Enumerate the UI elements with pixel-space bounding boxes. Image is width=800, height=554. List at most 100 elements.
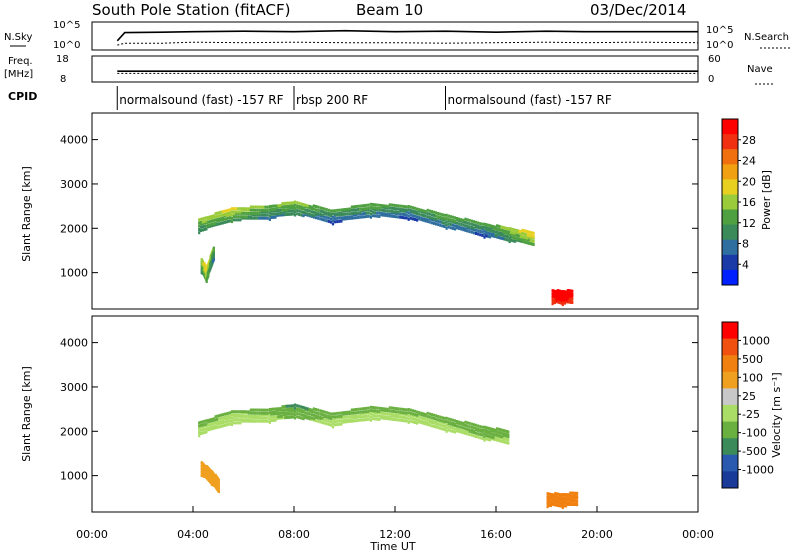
scatter-cell-0-514 — [395, 204, 398, 208]
scatter-cell-0-819 — [510, 227, 513, 231]
scatter-cell-0-632 — [445, 220, 448, 224]
scatter-cell-0-747 — [490, 229, 493, 233]
scatter-cell-1-989 — [576, 491, 579, 495]
scatter-cell-0-566 — [418, 216, 421, 219]
scatter-cell-0-2 — [198, 224, 201, 228]
scatter-cell-1-499 — [388, 406, 391, 410]
scatter-cell-0-694 — [470, 219, 473, 223]
scatter-cell-1-798 — [504, 432, 507, 436]
scatter-cell-0-628 — [443, 217, 446, 221]
scatter-cell-1-704 — [475, 423, 478, 427]
scatter-cell-1-19 — [203, 419, 206, 423]
scatter-cell-0-13 — [201, 220, 204, 224]
scatter-cell-1-764 — [494, 428, 497, 432]
scatter-cell-0-27 — [207, 220, 210, 224]
scatter-cell-0-370 — [336, 220, 339, 224]
scatter-cell-1-207 — [275, 412, 278, 416]
scatter-cell-0-291 — [302, 211, 305, 214]
scatter-cell-0-560 — [416, 218, 419, 222]
ytick-label-1-2: 2000 — [60, 425, 88, 438]
scatter-cell-0-4 — [198, 218, 201, 222]
scatter-cell-0-779 — [498, 225, 501, 229]
scatter-cell-0-967 — [558, 296, 561, 300]
scatter-cell-0-438 — [363, 207, 366, 211]
scatter-cell-0-584 — [424, 210, 427, 213]
scatter-cell-1-31 — [209, 426, 212, 430]
scatter-cell-1-667 — [460, 425, 463, 429]
scatter-cell-0-551 — [411, 214, 414, 218]
scatter-cell-1-280 — [298, 416, 301, 419]
scatter-cell-0-6 — [199, 225, 203, 229]
scatter-cell-1-735 — [487, 438, 490, 441]
scatter-cell-1-448 — [367, 409, 370, 413]
scatter-cell-0-59 — [218, 211, 221, 215]
scatter-cell-0-509 — [392, 203, 396, 207]
scatter-cell-0-242 — [285, 208, 288, 212]
scatter-cell-0-705 — [477, 232, 480, 236]
scatter-cell-1-21 — [205, 427, 208, 431]
scatter-cell-1-224 — [280, 407, 283, 411]
scatter-cell-1-611 — [437, 422, 440, 426]
scatter-cell-1-161 — [260, 416, 263, 420]
scatter-cell-1-1168 — [217, 482, 220, 486]
scatter-cell-1-621 — [441, 424, 444, 428]
scatter-cell-0-648 — [451, 219, 454, 222]
scatter-cell-1-456 — [371, 413, 375, 417]
scatter-cell-1-479 — [380, 407, 383, 410]
scatter-cell-0-81 — [227, 216, 230, 220]
scatter-cell-1-716 — [481, 433, 484, 437]
scatter-cell-0-837 — [515, 233, 518, 237]
scatter-cell-0-824 — [511, 227, 514, 231]
scatter-cell-0-9 — [199, 217, 203, 221]
nsky-lines — [116, 29, 699, 46]
scatter-cell-1-346 — [325, 419, 328, 423]
scatter-cell-1-693 — [470, 425, 473, 429]
scatter-cell-0-360 — [331, 222, 335, 226]
scatter-cell-0-206 — [275, 212, 278, 216]
scatter-cell-0-157 — [258, 212, 261, 215]
scatter-cell-0-766 — [496, 234, 499, 238]
scatter-cell-1-204 — [274, 407, 277, 411]
scatter-cell-1-139 — [249, 408, 252, 412]
scatter-cell-0-443 — [365, 207, 368, 211]
velocity-ylabel: Slant Range [km] — [20, 366, 33, 462]
scatter-cell-1-563 — [416, 413, 419, 417]
scatter-cell-1-46 — [214, 424, 217, 428]
scatter-cell-0-756 — [493, 233, 496, 237]
colorbar-label-0-4: 12 — [742, 217, 756, 230]
scatter-cell-1-195 — [273, 418, 276, 422]
scatter-cell-0-454 — [369, 202, 372, 206]
scatter-cell-1-473 — [378, 410, 381, 413]
scatter-cell-0-615 — [439, 223, 442, 227]
scatter-cell-1-216 — [278, 415, 281, 419]
scatter-cell-1-682 — [466, 427, 469, 431]
scatter-cell-1-1166 — [217, 486, 220, 490]
scatter-cell-1-105 — [237, 421, 240, 425]
scatter-cell-0-741 — [489, 232, 492, 236]
scatter-cell-1-332 — [319, 415, 322, 419]
scatter-cell-0-270 — [294, 213, 297, 217]
scatter-cell-1-775 — [498, 439, 501, 443]
scatter-cell-0-235 — [284, 213, 287, 217]
scatter-cell-1-121 — [243, 418, 246, 422]
scatter-cell-0-879 — [526, 230, 530, 234]
scatter-cell-1-114 — [239, 410, 242, 414]
scatter-cell-0-153 — [256, 208, 259, 212]
scatter-cell-0-439 — [363, 204, 366, 208]
scatter-cell-1-689 — [468, 421, 471, 425]
scatter-cell-0-161 — [260, 213, 263, 217]
scatter-cell-1-808 — [507, 433, 510, 437]
scatter-cell-0-689 — [468, 218, 471, 222]
scatter-cell-1-450 — [369, 418, 372, 422]
scatter-cell-1-654 — [453, 419, 457, 423]
scatter-cell-0-70 — [223, 220, 226, 224]
scatter-cell-0-713 — [479, 225, 482, 229]
scatter-cell-0-898 — [532, 235, 535, 239]
scatter-cell-0-460 — [374, 214, 377, 218]
scatter-cell-0-592 — [428, 215, 431, 219]
scatter-cell-1-68 — [221, 416, 224, 420]
scatter-cell-0-459 — [371, 203, 375, 206]
scatter-cell-1-70 — [223, 423, 226, 427]
scatter-cell-0-284 — [298, 201, 301, 205]
